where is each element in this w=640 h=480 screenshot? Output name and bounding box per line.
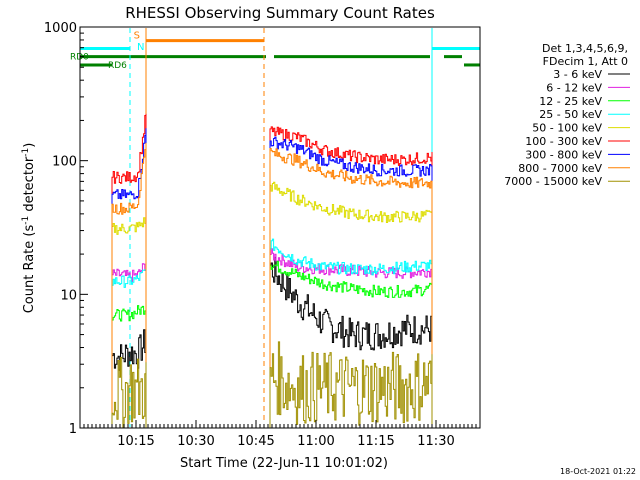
y-tick-label-100: 100 bbox=[52, 155, 77, 170]
y-tick-label-1000: 1000 bbox=[44, 21, 77, 36]
x-axis-label: Start Time (22-Jun-11 10:01:02) bbox=[180, 456, 388, 471]
series-line-100-300-kev-seg2 bbox=[269, 126, 433, 428]
legend-label-25-50-kev: 25 - 50 keV bbox=[539, 108, 602, 121]
legend-header-1: FDecim 1, Att 0 bbox=[543, 55, 628, 68]
x-tick-label-1045: 10:45 bbox=[237, 434, 274, 449]
series-line-3-6-kev-seg1 bbox=[111, 329, 147, 428]
series-line-12-25-kev-seg1 bbox=[111, 305, 147, 428]
y-tick-label-10: 10 bbox=[60, 288, 77, 303]
series-line-300-800-kev-seg2 bbox=[269, 136, 433, 428]
chart-title: RHESSI Observing Summary Count Rates bbox=[125, 4, 435, 22]
x-tick-label-1115: 11:15 bbox=[357, 434, 394, 449]
x-tick-label-1030: 10:30 bbox=[177, 434, 214, 449]
y-label-close: ) bbox=[22, 143, 37, 148]
legend-label-12-25-kev: 12 - 25 keV bbox=[539, 95, 602, 108]
series-line-50-100-kev-seg1 bbox=[111, 217, 147, 428]
series-line-50-100-kev-seg2 bbox=[269, 181, 433, 428]
series-line-100-300-kev-seg1 bbox=[111, 113, 147, 428]
y-label-sup-1: -1 bbox=[21, 216, 31, 225]
series-line-12-25-kev-seg2 bbox=[269, 260, 433, 428]
flag-label-rd6: RD6 bbox=[108, 61, 127, 71]
footer-timestamp: 18-Oct-2021 01:22 bbox=[560, 467, 636, 476]
series-line-25-50-kev-seg1 bbox=[111, 269, 147, 428]
legend-label-300-800-kev: 300 - 800 keV bbox=[525, 148, 602, 161]
legend-label-100-300-kev: 100 - 300 keV bbox=[525, 135, 602, 148]
legend-label-7000-15000-kev: 7000 - 15000 keV bbox=[504, 175, 602, 188]
legend-header-0: Det 1,3,4,5,6,9, bbox=[542, 42, 628, 55]
y-label-tail: detector bbox=[22, 156, 37, 216]
series-line-25-50-kev-seg2 bbox=[269, 238, 433, 428]
x-tick-label-1100: 11:00 bbox=[297, 434, 334, 449]
series-line-7000-15000-kev-seg1 bbox=[111, 357, 147, 429]
x-tick-label-1015: 10:15 bbox=[117, 434, 154, 449]
series-line-800-7000-kev-seg1 bbox=[111, 142, 147, 428]
series-line-7000-15000-kev-seg2 bbox=[269, 341, 433, 428]
series-line-6-12-kev-seg1 bbox=[111, 263, 147, 428]
legend-label-800-7000-kev: 800 - 7000 keV bbox=[518, 162, 602, 175]
legend-label-3-6-kev: 3 - 6 keV bbox=[553, 68, 602, 81]
y-label-main: Count Rate (s bbox=[22, 225, 37, 314]
flag-marker-0: S bbox=[134, 31, 140, 42]
y-tick-label-1: 1 bbox=[69, 422, 77, 437]
legend: Det 1,3,4,5,6,9,FDecim 1, Att 03 - 6 keV… bbox=[504, 42, 630, 188]
series-line-3-6-kev-seg2 bbox=[269, 256, 433, 428]
legend-label-6-12-kev: 6 - 12 keV bbox=[546, 81, 602, 94]
series-line-800-7000-kev-seg2 bbox=[269, 148, 433, 428]
axis-layer: 10:15 10:30 10:45 11:00 11:15 11:30 1 10 100 1000 bbox=[44, 21, 477, 449]
y-label-sup-2: -1 bbox=[21, 148, 31, 157]
y-axis-label: Count Rate (s-1 detector-1) bbox=[21, 143, 37, 314]
legend-label-50-100-kev: 50 - 100 keV bbox=[532, 122, 602, 135]
x-tick-label-1130: 11:30 bbox=[417, 434, 454, 449]
flag-marker-1: N bbox=[137, 42, 144, 53]
